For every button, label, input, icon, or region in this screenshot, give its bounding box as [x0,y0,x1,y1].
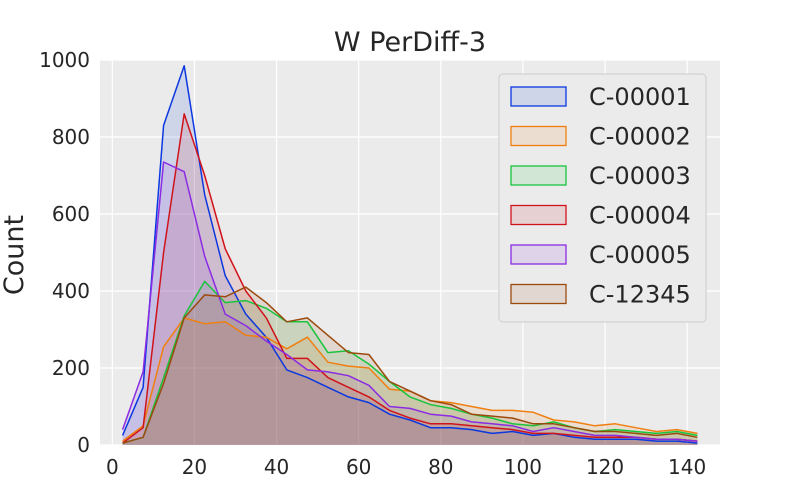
x-tick-label: 80 [428,455,453,479]
legend-swatch [510,204,567,226]
series-area [122,287,698,445]
x-tick-label: 140 [668,455,706,479]
chart-title: W PerDiff-3 [334,27,486,58]
series-layer [121,65,698,446]
series-line [121,161,698,442]
legend-label: C-00005 [589,241,691,269]
tick-labels: 0 20 40 60 80 100 120 140 0 200 400 600 800 1000 [39,48,706,479]
x-tick-label: 120 [586,455,624,479]
y-tick-label: 600 [52,202,90,226]
series-line [121,65,698,444]
series-area [122,281,698,445]
legend-swatch [510,244,567,265]
series-area [122,65,698,446]
legend-label: C-00004 [589,202,691,230]
legend-label: C-00003 [589,162,691,190]
legend-swatch [510,165,567,186]
y-tick-label: 0 [77,433,90,457]
y-axis-label: Count [0,215,30,295]
series-area [122,113,698,446]
legend-swatch [510,283,567,305]
series-line [122,113,698,444]
legend-box [498,73,707,323]
x-tick-label: 60 [346,455,371,479]
series-line [122,286,698,444]
legend-swatch [510,86,567,107]
series-area [122,162,698,445]
x-tick-label: 40 [264,455,289,479]
y-tick-label: 800 [52,125,90,149]
legend: C-00001 C-00002 C-00003 C-00004 C-00005 C-123… [498,73,707,323]
legend-label: C-00002 [589,123,691,151]
legend-label: C-12345 [589,281,691,309]
y-tick-label: 1000 [39,48,90,72]
series-area [122,317,698,445]
x-tick-label: 20 [182,455,207,479]
x-tick-label: 0 [106,455,119,479]
y-tick-label: 200 [52,356,90,380]
x-tick-label: 100 [504,455,542,479]
y-tick-label: 400 [52,279,90,303]
legend-swatch [510,125,567,147]
legend-label: C-00001 [589,83,691,111]
